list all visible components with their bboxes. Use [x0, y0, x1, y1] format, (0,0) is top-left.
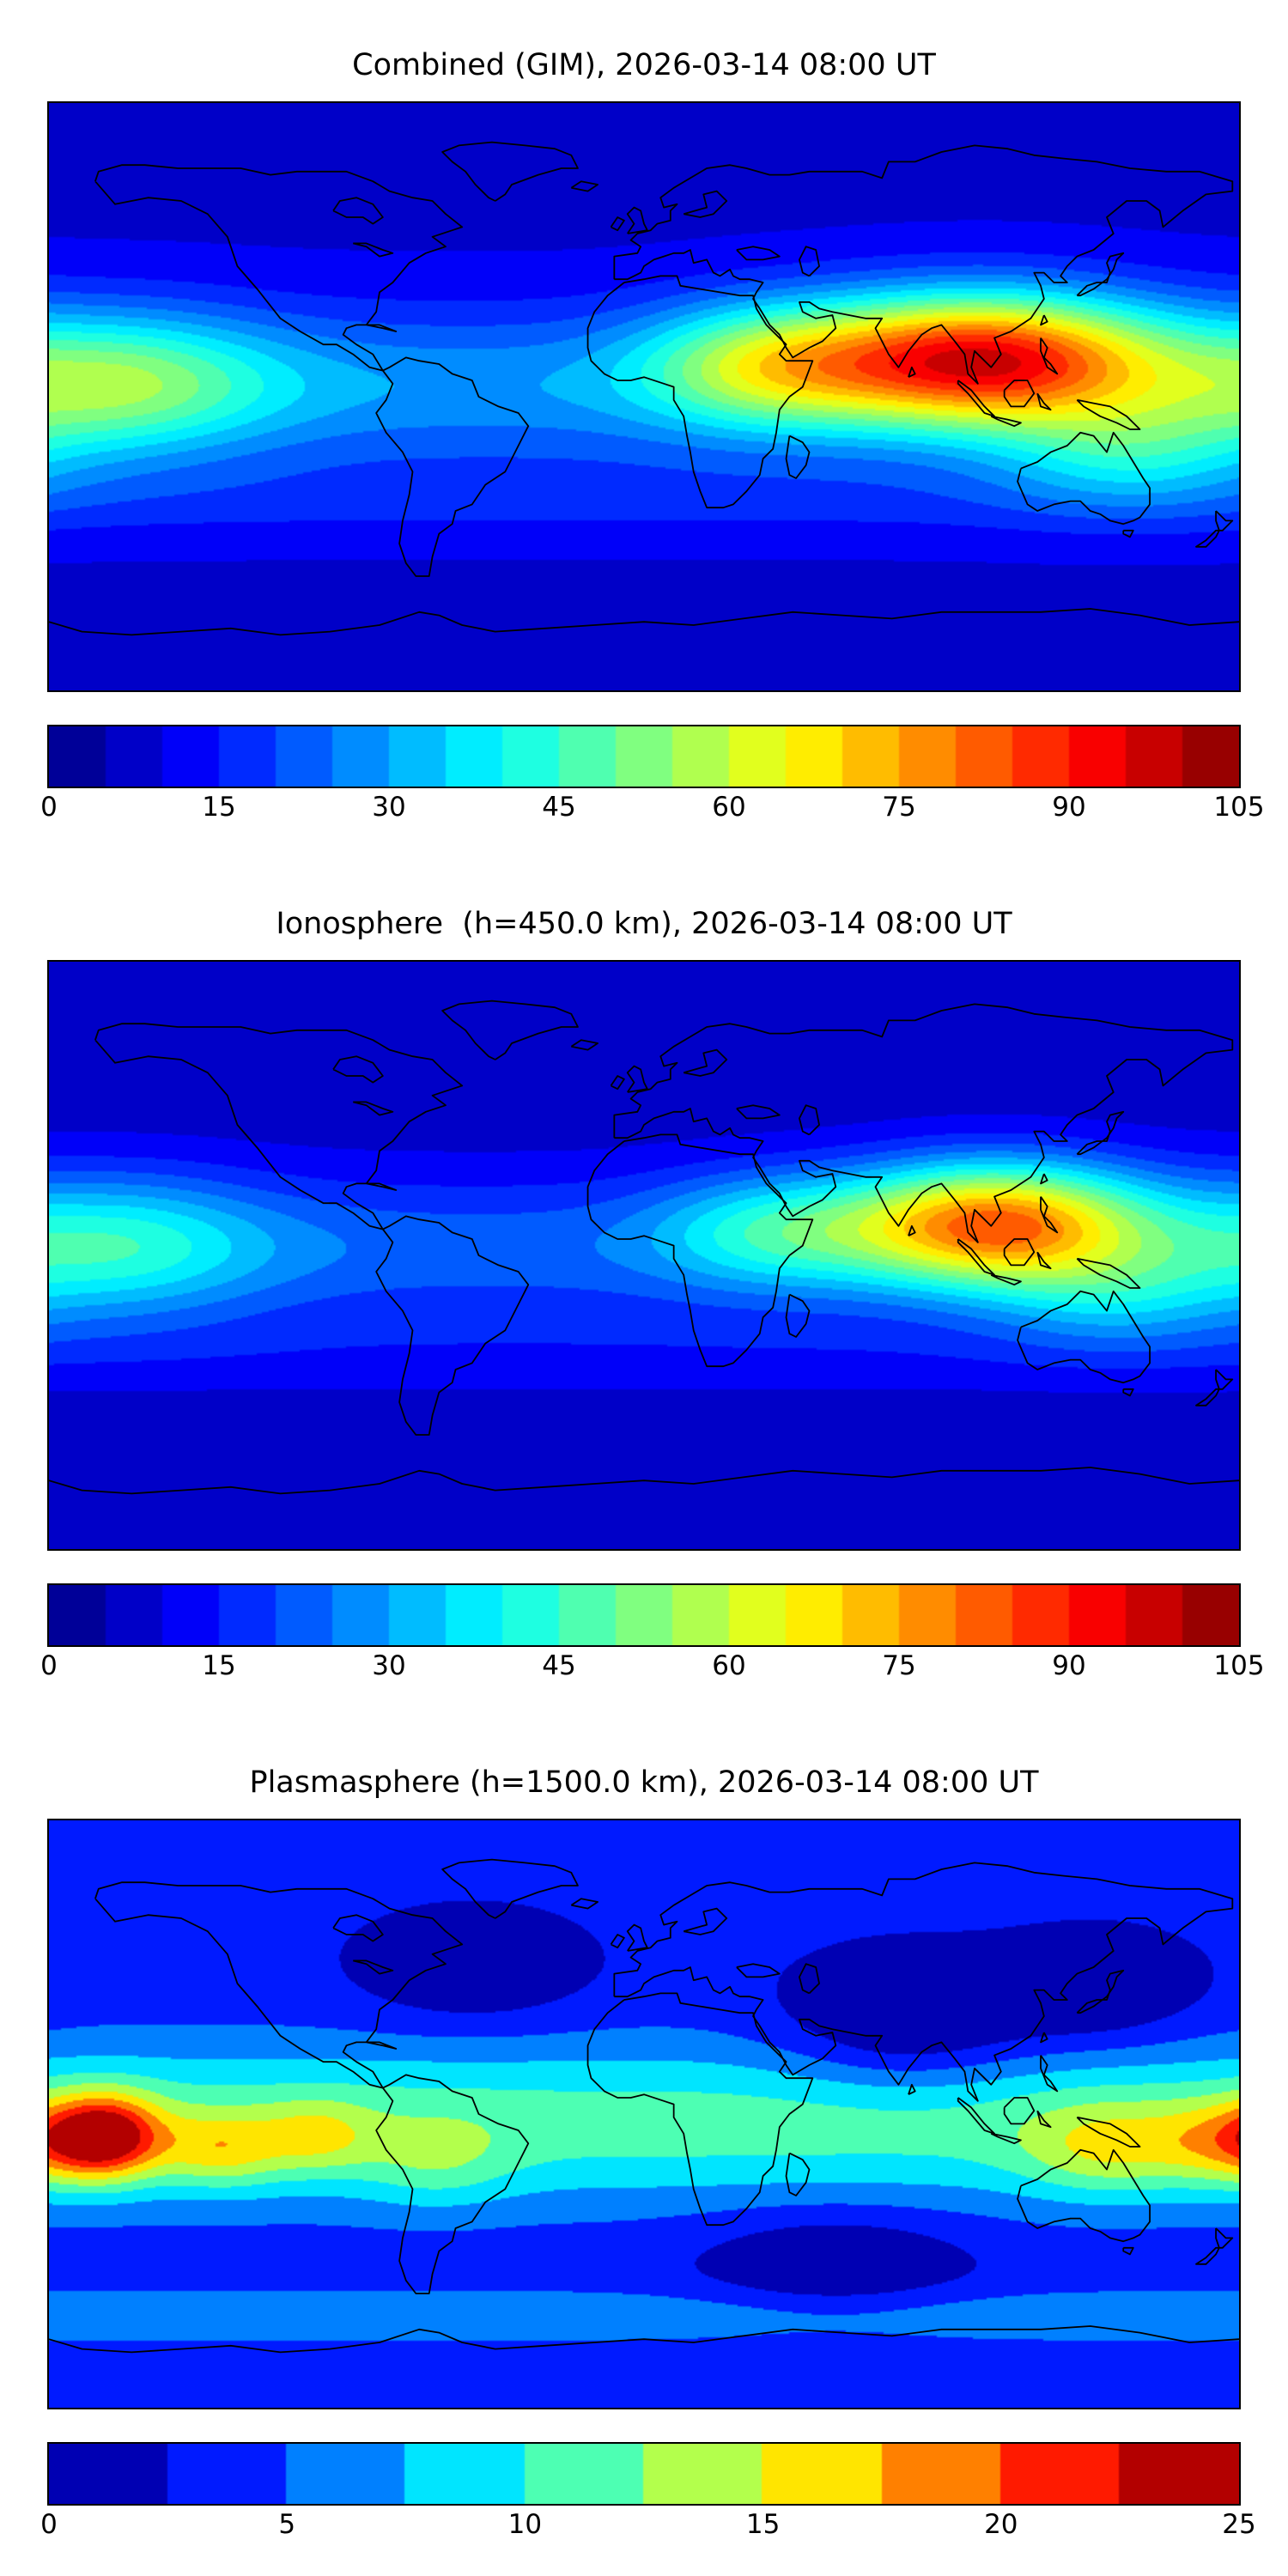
colorbar-frame-combined — [47, 725, 1241, 788]
colorbar-tick-label: 105 — [1213, 792, 1265, 823]
map-canvas-1 — [49, 962, 1239, 1549]
colorbar-tick-label: 0 — [40, 1650, 58, 1681]
colorbar-ticks-2: 0 5 10 15 20 25 — [40, 2509, 1256, 2549]
coastlines-svg-0 — [49, 103, 1239, 690]
colorbar-frame-ionosphere — [47, 1583, 1241, 1647]
coastline-path — [49, 1860, 1239, 2353]
colorbar-canvas-0 — [49, 726, 1239, 787]
panel-plasmasphere: Plasmasphere (h=1500.0 km), 2026-03-14 0… — [0, 1717, 1288, 2576]
colorbar-tick-label: 5 — [278, 2509, 296, 2540]
colorbar-tick-label: 30 — [372, 1650, 406, 1681]
colorbar-canvas-2 — [49, 2444, 1239, 2504]
colorbar-tick-label: 60 — [712, 792, 746, 823]
map-canvas-2 — [49, 1820, 1239, 2408]
colorbar-tick-label: 15 — [202, 1650, 236, 1681]
chart-title-combined: Combined (GIM), 2026-03-14 08:00 UT — [352, 48, 936, 82]
colorbar-tick-label: 25 — [1222, 2509, 1256, 2540]
colorbar-tick-label: 15 — [202, 792, 236, 823]
colorbar-tick-label: 0 — [40, 792, 58, 823]
colorbar-canvas-1 — [49, 1585, 1239, 1645]
colorbar-tick-label: 15 — [745, 2509, 781, 2540]
map-frame-plasmasphere — [47, 1819, 1241, 2409]
panel-ionosphere: Ionosphere (h=450.0 km), 2026-03-14 08:0… — [0, 859, 1288, 1717]
panel-combined: Combined (GIM), 2026-03-14 08:00 UT 0 15 3… — [0, 0, 1288, 859]
coastlines-svg-2 — [49, 1820, 1239, 2408]
colorbar-tick-label: 60 — [712, 1650, 746, 1681]
colorbar-tick-label: 75 — [882, 1650, 916, 1681]
coastlines-svg-1 — [49, 962, 1239, 1549]
colorbar-frame-plasmasphere — [47, 2442, 1241, 2506]
colorbar-tick-label: 75 — [882, 792, 916, 823]
colorbar-tick-label: 105 — [1213, 1650, 1265, 1681]
colorbar-tick-label: 0 — [40, 2509, 58, 2540]
colorbar-tick-label: 20 — [984, 2509, 1018, 2540]
colorbar-tick-label: 45 — [542, 792, 576, 823]
colorbar-tick-label: 45 — [542, 1650, 576, 1681]
coastline-path — [49, 1001, 1239, 1494]
chart-title-plasmasphere: Plasmasphere (h=1500.0 km), 2026-03-14 0… — [249, 1765, 1039, 1800]
colorbar-tick-label: 90 — [1052, 1650, 1086, 1681]
colorbar-ticks-1: 0 15 30 45 60 75 90 105 — [40, 1650, 1264, 1690]
colorbar-ticks-0: 0 15 30 45 60 75 90 105 — [40, 792, 1264, 831]
map-canvas-0 — [49, 103, 1239, 690]
colorbar-tick-label: 10 — [507, 2509, 543, 2540]
colorbar-tick-label: 30 — [372, 792, 406, 823]
coastline-path — [49, 143, 1239, 635]
map-frame-ionosphere — [47, 960, 1241, 1551]
map-frame-combined — [47, 101, 1241, 692]
chart-title-ionosphere: Ionosphere (h=450.0 km), 2026-03-14 08:0… — [276, 907, 1012, 941]
colorbar-tick-label: 90 — [1052, 792, 1086, 823]
